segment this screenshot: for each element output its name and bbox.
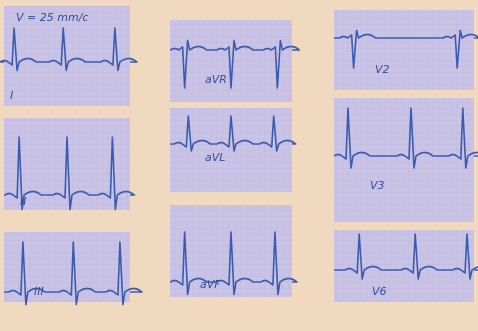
lead-label: II	[20, 195, 27, 208]
lead-label: aVR	[205, 73, 227, 86]
lead-label: V2	[375, 63, 390, 76]
lead-grid	[334, 230, 474, 302]
lead-label: V3	[370, 179, 385, 192]
page: V = 25 mm/c IIIIIIaVRaVLaVFV2V3V6 (() =>…	[0, 0, 478, 331]
lead-label: V6	[372, 285, 387, 298]
lead-label: III	[34, 285, 44, 298]
lead-label: aVL	[205, 151, 225, 164]
lead-label: I	[10, 89, 13, 102]
speed-note: V = 25 mm/c	[16, 11, 88, 24]
lead-grid	[334, 98, 474, 222]
lead-label: aVF	[200, 278, 221, 291]
lead-grid	[170, 20, 292, 102]
ecg-sheet: V = 25 mm/c IIIIIIaVRaVLaVFV2V3V6	[0, 0, 478, 331]
